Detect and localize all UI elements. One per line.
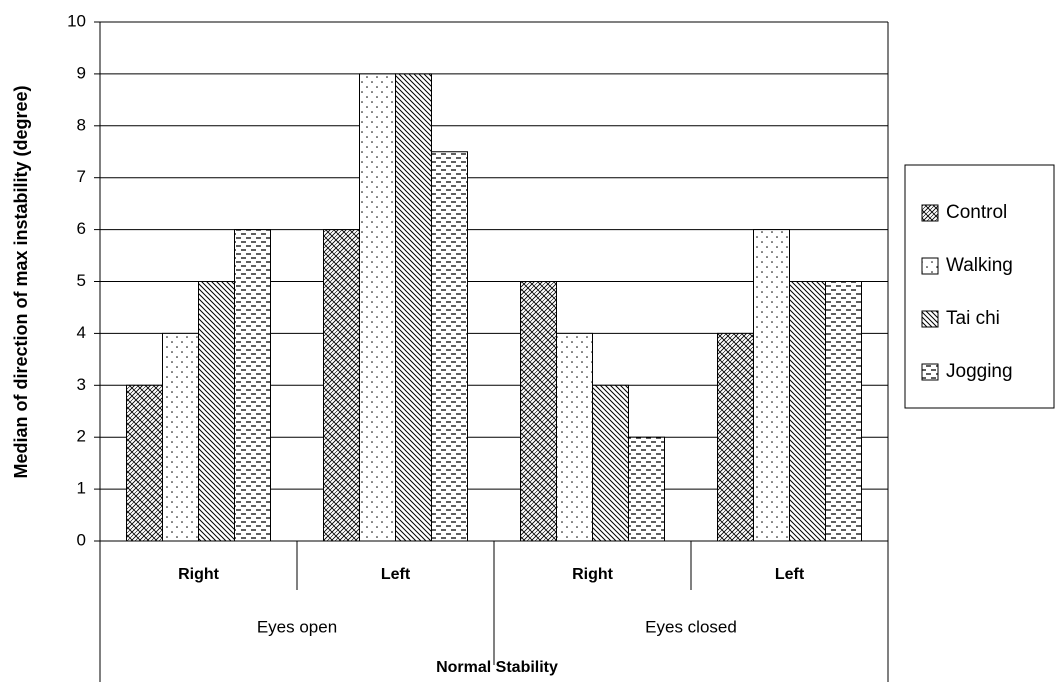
y-tick-label: 4 [77,323,86,342]
y-tick-label: 1 [77,479,86,498]
x-tick-label: Right [572,566,614,583]
bar [198,281,235,542]
x-tick-label: Left [775,566,805,583]
legend-swatch [921,204,939,222]
legend-label: Tai chi [946,308,1000,329]
bar [234,229,271,542]
bar [592,384,629,542]
bar [789,281,826,542]
x-tick-label: Left [381,566,411,583]
bar [753,229,790,542]
y-tick-label: 0 [77,530,86,549]
bar [825,281,862,542]
legend-label: Walking [946,255,1013,276]
y-tick-label: 2 [77,427,86,446]
bar [126,384,163,542]
y-tick-label: 5 [77,271,86,290]
bar [359,73,396,542]
bar [395,73,432,542]
bar [431,151,468,542]
y-tick-label: 10 [67,11,86,30]
legend-swatch [921,257,939,275]
bar [520,281,557,542]
y-axis-title: Median of direction of max instability (… [11,85,31,478]
y-tick-label: 9 [77,63,86,82]
group-label: Eyes open [257,617,337,636]
bar [162,332,199,542]
y-tick-label: 6 [77,219,86,238]
bar [717,332,754,542]
bar [628,436,665,542]
y-tick-label: 7 [77,167,86,186]
legend-swatch [921,310,939,328]
bar [323,229,360,542]
legend-label: Jogging [946,361,1013,382]
bar [556,332,593,542]
y-tick-label: 3 [77,375,86,394]
x-tick-label: Right [178,566,220,583]
x-axis-title: Normal Stability [436,659,558,676]
legend-swatch [921,363,939,381]
y-tick-label: 8 [77,115,86,134]
group-label: Eyes closed [645,617,737,636]
legend-label: Control [946,202,1007,223]
